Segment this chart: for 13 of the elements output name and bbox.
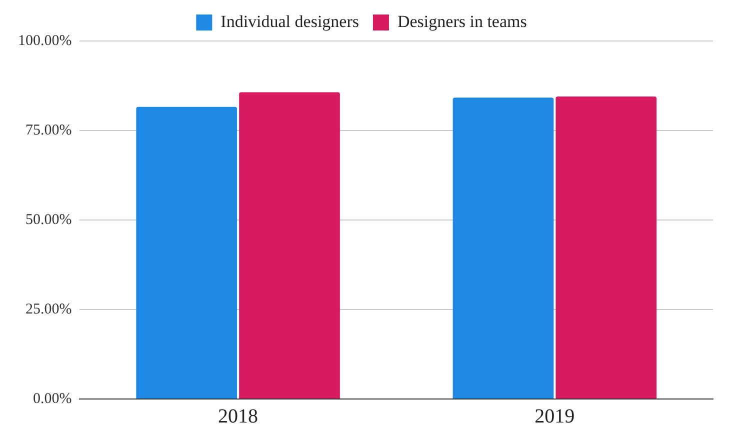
bar	[239, 92, 340, 398]
y-tick-label: 25.00%	[25, 301, 72, 318]
y-tick-label: 75.00%	[25, 122, 72, 138]
legend-label: Individual designers	[220, 12, 359, 31]
y-tick-label: 0.00%	[32, 390, 72, 407]
bar	[136, 106, 238, 398]
bar	[452, 98, 554, 398]
y-tick-label: 50.00%	[25, 212, 72, 228]
y-tick-label: 100.00%	[18, 32, 72, 49]
legend-label: Designers in teams	[397, 12, 527, 31]
bar	[556, 96, 657, 398]
x-tick-label: 2018	[218, 405, 258, 428]
x-tick-label: 2019	[534, 405, 575, 428]
